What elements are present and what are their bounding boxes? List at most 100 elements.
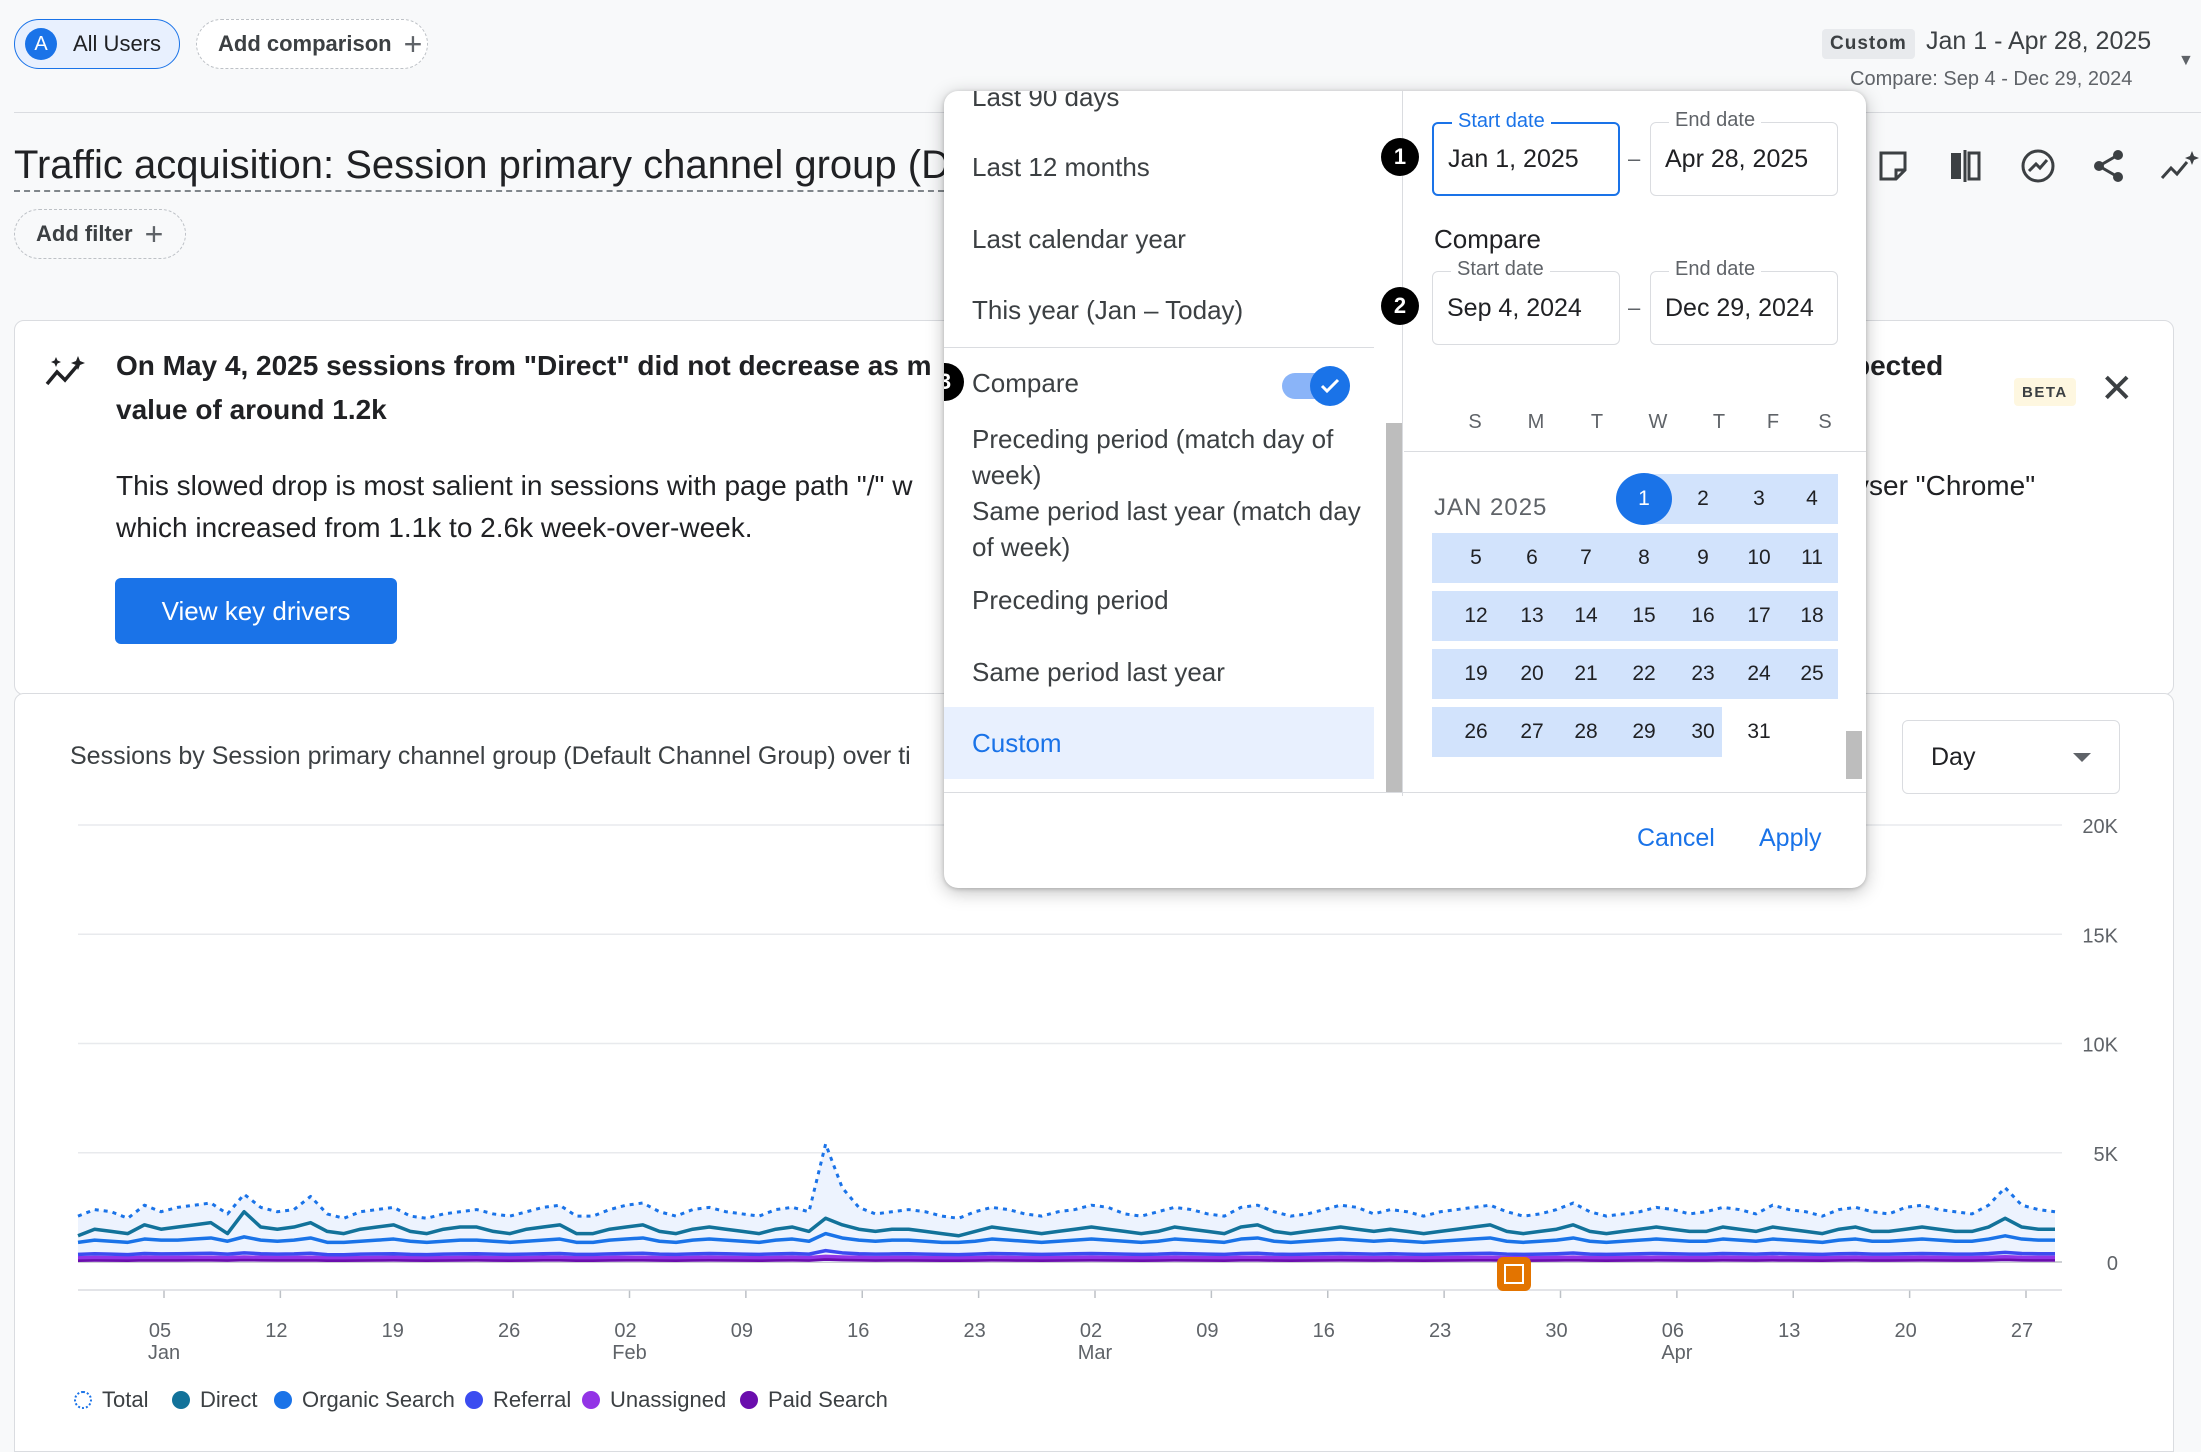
add-filter-button[interactable]: Add filter + bbox=[14, 209, 186, 259]
calendar-day[interactable]: 27 bbox=[1504, 707, 1560, 757]
granularity-value: Day bbox=[1931, 742, 1976, 771]
calendar-day[interactable]: 21 bbox=[1558, 649, 1614, 699]
calendar-day-number: 29 bbox=[1632, 720, 1656, 743]
end-date-field[interactable]: End date Apr 28, 2025 bbox=[1650, 109, 1838, 196]
calendar-day[interactable]: 17 bbox=[1731, 591, 1787, 641]
calendar-day-number: 7 bbox=[1580, 546, 1592, 569]
chevron-down-icon[interactable]: ▼ bbox=[2178, 52, 2194, 69]
calendar-day[interactable]: 20 bbox=[1504, 649, 1560, 699]
calendar-day[interactable]: 31 bbox=[1731, 707, 1787, 757]
calendar-day-number: 8 bbox=[1638, 546, 1650, 569]
calendar-day-number: 27 bbox=[1520, 720, 1544, 743]
add-comparison-label: Add comparison bbox=[218, 31, 392, 56]
calendar-day[interactable]: 14 bbox=[1558, 591, 1614, 641]
preset-this-year[interactable]: This year (Jan – Today) bbox=[972, 295, 1244, 325]
add-comparison-button[interactable]: Add comparison + bbox=[196, 19, 428, 69]
calendar-scrollbar[interactable] bbox=[1846, 731, 1862, 779]
calendar-day[interactable]: 22 bbox=[1616, 649, 1672, 699]
weekday-label: W bbox=[1648, 411, 1668, 433]
compare-icon[interactable] bbox=[1944, 144, 1988, 188]
calendar-day[interactable]: 9 bbox=[1675, 533, 1731, 583]
calendar-day[interactable]: 10 bbox=[1731, 533, 1787, 583]
preset-custom[interactable]: Custom bbox=[944, 707, 1374, 779]
annotation-marker-icon[interactable] bbox=[1497, 1257, 1531, 1291]
calendar-day[interactable]: 30 bbox=[1675, 707, 1731, 757]
annotation-badge-3: 3 bbox=[944, 363, 964, 401]
legend-item[interactable]: Referral bbox=[465, 1387, 571, 1413]
granularity-select[interactable]: Day bbox=[1902, 720, 2120, 794]
legend-dot-icon bbox=[740, 1391, 758, 1409]
date-range-text[interactable]: Jan 1 - Apr 28, 2025 bbox=[1926, 27, 2152, 55]
compare-last-year[interactable]: Same period last year bbox=[972, 657, 1225, 687]
sparkle-icon[interactable] bbox=[2158, 144, 2201, 188]
compare-heading: Compare bbox=[1434, 224, 1541, 254]
save-icon[interactable] bbox=[1871, 144, 1915, 188]
compare-preceding[interactable]: Preceding period bbox=[972, 585, 1169, 615]
calendar-day[interactable]: 23 bbox=[1675, 649, 1731, 699]
calendar-day-number: 6 bbox=[1526, 546, 1538, 569]
x-tick-day: 27 bbox=[2011, 1320, 2033, 1342]
start-date-field[interactable]: Start date Jan 1, 2025 bbox=[1432, 110, 1620, 196]
calendar-day[interactable]: 12 bbox=[1448, 591, 1504, 641]
close-icon[interactable]: ✕ bbox=[2100, 367, 2134, 411]
compare-start-value: Sep 4, 2024 bbox=[1447, 293, 1582, 322]
calendar-day[interactable]: 29 bbox=[1616, 707, 1672, 757]
calendar-day[interactable]: 19 bbox=[1448, 649, 1504, 699]
calendar-day[interactable]: 6 bbox=[1504, 533, 1560, 583]
x-tick-day: 05 bbox=[149, 1320, 171, 1342]
calendar-day[interactable]: 13 bbox=[1504, 591, 1560, 641]
legend-item[interactable]: Unassigned bbox=[582, 1387, 726, 1413]
preset-last-calendar-year[interactable]: Last calendar year bbox=[972, 224, 1186, 254]
calendar-day[interactable]: 11 bbox=[1784, 533, 1840, 583]
cancel-button[interactable]: Cancel bbox=[1637, 824, 1715, 852]
calendar-day[interactable]: 15 bbox=[1616, 591, 1672, 641]
weekday-label: T bbox=[1712, 411, 1726, 433]
calendar-day[interactable]: 1 bbox=[1616, 473, 1672, 525]
calendar-day[interactable]: 26 bbox=[1448, 707, 1504, 757]
legend-item[interactable]: Organic Search bbox=[274, 1387, 455, 1413]
calendar-day[interactable]: 18 bbox=[1784, 591, 1840, 641]
apply-button[interactable]: Apply bbox=[1759, 824, 1822, 852]
x-tick-day: 09 bbox=[731, 1320, 753, 1342]
x-tick-day: 20 bbox=[1895, 1320, 1917, 1342]
legend-item[interactable]: Direct bbox=[172, 1387, 257, 1413]
preset-scrollbar[interactable] bbox=[1386, 423, 1402, 793]
date-compare-text[interactable]: Compare: Sep 4 - Dec 29, 2024 bbox=[1850, 68, 2133, 90]
compare-preceding-dow[interactable]: Preceding period (match day of week) bbox=[972, 424, 1334, 490]
legend-item[interactable]: Paid Search bbox=[740, 1387, 888, 1413]
series-line bbox=[77, 1257, 2055, 1263]
calendar-day[interactable]: 7 bbox=[1558, 533, 1614, 583]
dropdown-caret-icon bbox=[2073, 753, 2091, 762]
preset-last-12-months[interactable]: Last 12 months bbox=[972, 152, 1150, 182]
calendar-day[interactable]: 16 bbox=[1675, 591, 1731, 641]
compare-last-year-dow[interactable]: Same period last year (match day of week… bbox=[972, 496, 1361, 562]
insight-trend-icon bbox=[44, 354, 88, 395]
range-highlight bbox=[1432, 707, 1722, 757]
calendar-day[interactable]: 24 bbox=[1731, 649, 1787, 699]
segment-chip-all-users[interactable]: A All Users bbox=[14, 19, 180, 69]
calendar-day-number: 13 bbox=[1520, 604, 1544, 627]
check-icon[interactable] bbox=[1310, 366, 1350, 406]
calendar-day-number: 17 bbox=[1747, 604, 1771, 627]
calendar-day[interactable]: 4 bbox=[1784, 474, 1840, 524]
page-title[interactable]: Traffic acquisition: Session primary cha… bbox=[14, 143, 944, 192]
share-icon[interactable] bbox=[2087, 144, 2131, 188]
compare-start-date-field[interactable]: Start date Sep 4, 2024 bbox=[1432, 258, 1620, 345]
calendar-day[interactable]: 8 bbox=[1616, 533, 1672, 583]
calendar-day-number: 22 bbox=[1632, 662, 1656, 685]
x-tick-day: 02 bbox=[1080, 1320, 1102, 1342]
legend-label: Total bbox=[102, 1387, 149, 1412]
preset-last-90-days[interactable]: Last 90 days bbox=[972, 91, 1120, 112]
series-line bbox=[77, 1248, 2055, 1257]
calendar-day[interactable]: 5 bbox=[1448, 533, 1504, 583]
calendar-day[interactable]: 2 bbox=[1675, 474, 1731, 524]
insights-icon[interactable] bbox=[2016, 144, 2060, 188]
calendar-day[interactable]: 25 bbox=[1784, 649, 1840, 699]
calendar-day[interactable]: 28 bbox=[1558, 707, 1614, 757]
view-key-drivers-button[interactable]: View key drivers bbox=[115, 578, 397, 644]
range-highlight bbox=[1644, 474, 1838, 524]
legend-item[interactable]: Total bbox=[74, 1387, 148, 1413]
compare-end-date-field[interactable]: End date Dec 29, 2024 bbox=[1650, 258, 1838, 345]
calendar-day[interactable]: 3 bbox=[1731, 474, 1787, 524]
